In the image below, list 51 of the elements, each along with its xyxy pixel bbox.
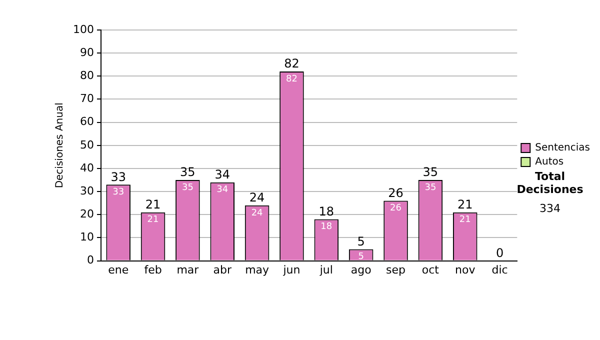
y-tick-label: 10: [80, 230, 94, 244]
data-label: 18: [320, 222, 332, 232]
x-tick-label: feb: [144, 263, 162, 276]
x-tick-label: abr: [213, 263, 232, 276]
data-label: 35: [182, 182, 194, 193]
x-tick-label: mar: [176, 263, 200, 276]
y-tick-label: 30: [80, 184, 94, 198]
total-label: 5: [357, 234, 365, 248]
total-label: 26: [388, 186, 404, 200]
x-tick-label: oct: [422, 263, 440, 276]
y-tick-label: 20: [80, 208, 94, 220]
y-tick-label: 60: [80, 115, 94, 128]
annotation: Total Decisiones: [516, 170, 584, 196]
total-label: 34: [214, 167, 230, 182]
y-axis-title: Decisiones Anual: [54, 102, 66, 188]
x-tick-label: jun: [282, 263, 300, 276]
data-label: 21: [459, 215, 471, 226]
x-tick-label: dic: [492, 263, 508, 276]
total-label: 0: [496, 246, 504, 260]
total-label: 33: [110, 170, 126, 184]
legend-label: Autos: [535, 156, 564, 168]
data-label: 35: [424, 182, 436, 193]
y-tick-label: 100: [72, 22, 94, 36]
y-tick-label: 80: [80, 69, 94, 82]
y-tick-label: 50: [80, 138, 94, 152]
x-tick-label: jul: [318, 263, 333, 276]
data-label: 24: [251, 208, 264, 218]
x-tick-label: may: [245, 263, 270, 276]
total-label: 21: [457, 197, 473, 212]
data-label: 26: [390, 204, 402, 214]
data-label: 5: [358, 252, 364, 262]
data-label: 82: [286, 74, 298, 84]
total-label: 35: [422, 165, 438, 180]
data-label: 21: [147, 215, 159, 226]
x-tick-label: ene: [108, 263, 129, 276]
total-label: 18: [318, 204, 334, 218]
total-label: 21: [145, 197, 161, 212]
text: 334: [538, 202, 562, 215]
total-label: 35: [180, 165, 196, 180]
data-label: 33: [112, 187, 124, 198]
y-tick-label: 40: [80, 161, 94, 174]
y-tick-label: 70: [80, 92, 94, 106]
legend-label: Sentencias: [535, 142, 590, 154]
x-tick-label: ago: [350, 263, 372, 276]
x-tick-label: sep: [386, 263, 406, 276]
data-label: 34: [216, 185, 228, 196]
y-tick-label: 90: [80, 46, 94, 59]
total-label: 24: [249, 190, 265, 205]
y-tick-label: 0: [86, 254, 94, 267]
total-label: 82: [284, 56, 300, 71]
x-tick-label: nov: [455, 263, 476, 276]
